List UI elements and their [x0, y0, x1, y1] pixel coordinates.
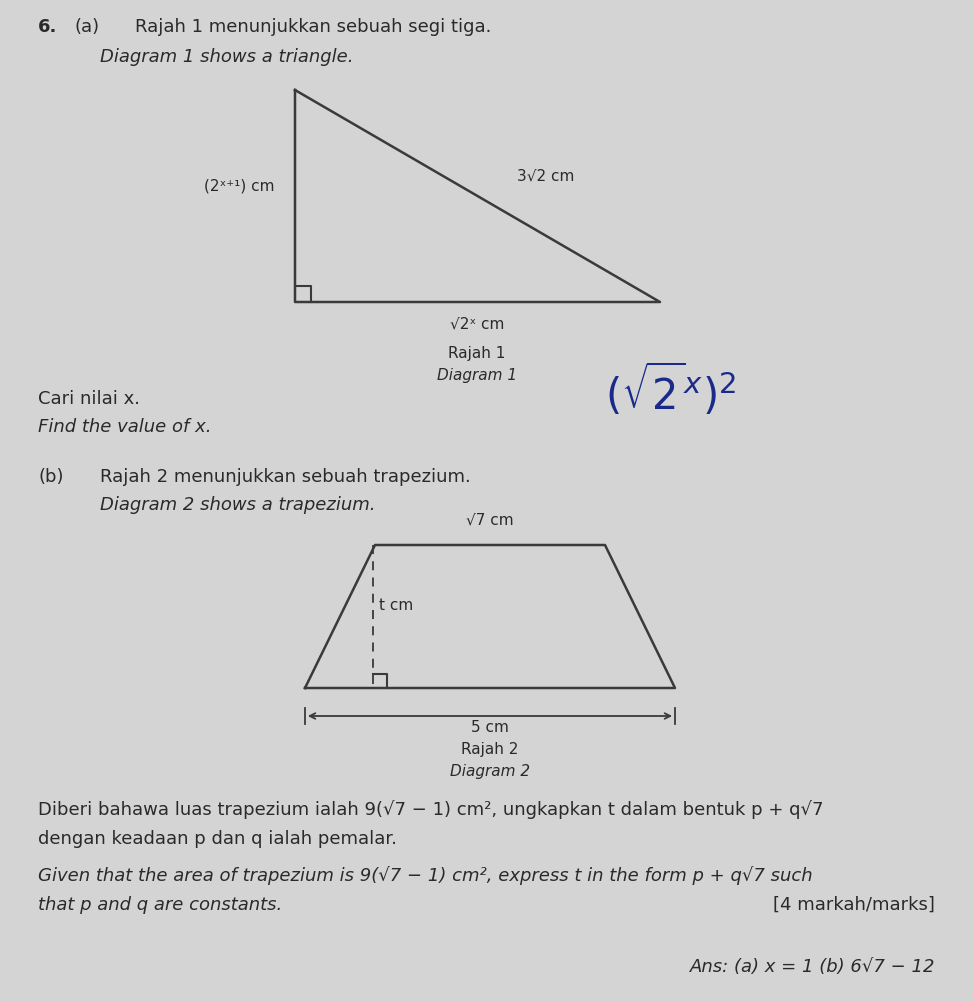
Text: Diagram 2 shows a trapezium.: Diagram 2 shows a trapezium.	[100, 496, 376, 514]
Text: (b): (b)	[38, 468, 63, 486]
Text: (2ˣ⁺¹) cm: (2ˣ⁺¹) cm	[204, 178, 275, 193]
Text: [4 markah/marks]: [4 markah/marks]	[774, 896, 935, 914]
Text: that p and q are constants.: that p and q are constants.	[38, 896, 282, 914]
Text: (a): (a)	[75, 18, 100, 36]
Text: Diagram 1: Diagram 1	[437, 368, 517, 383]
Text: Given that the area of trapezium is 9(√7 − 1) cm², express t in the form p + q√7: Given that the area of trapezium is 9(√7…	[38, 866, 812, 885]
Text: Rajah 1 menunjukkan sebuah segi tiga.: Rajah 1 menunjukkan sebuah segi tiga.	[135, 18, 491, 36]
Text: Find the value of x.: Find the value of x.	[38, 418, 211, 436]
Text: Diagram 2: Diagram 2	[450, 764, 530, 779]
Text: Diberi bahawa luas trapezium ialah 9(√7 − 1) cm², ungkapkan t dalam bentuk p + q: Diberi bahawa luas trapezium ialah 9(√7 …	[38, 800, 823, 819]
Text: Ans: (a) x = 1 (b) 6√7 − 12: Ans: (a) x = 1 (b) 6√7 − 12	[690, 958, 935, 976]
Text: Rajah 1: Rajah 1	[449, 346, 506, 361]
Text: √2ˣ cm: √2ˣ cm	[450, 316, 504, 331]
Text: Rajah 2 menunjukkan sebuah trapezium.: Rajah 2 menunjukkan sebuah trapezium.	[100, 468, 471, 486]
Text: Cari nilai x.: Cari nilai x.	[38, 390, 140, 408]
Text: dengan keadaan p dan q ialah pemalar.: dengan keadaan p dan q ialah pemalar.	[38, 830, 397, 848]
Text: $(\sqrt{2}^x)^2$: $(\sqrt{2}^x)^2$	[605, 361, 737, 418]
Text: t cm: t cm	[379, 599, 414, 614]
Text: Diagram 1 shows a triangle.: Diagram 1 shows a triangle.	[100, 48, 353, 66]
Text: 5 cm: 5 cm	[471, 720, 509, 735]
Text: √7 cm: √7 cm	[466, 512, 514, 527]
Text: 3√2 cm: 3√2 cm	[517, 168, 574, 183]
Text: Rajah 2: Rajah 2	[461, 742, 519, 757]
Text: 6.: 6.	[38, 18, 57, 36]
